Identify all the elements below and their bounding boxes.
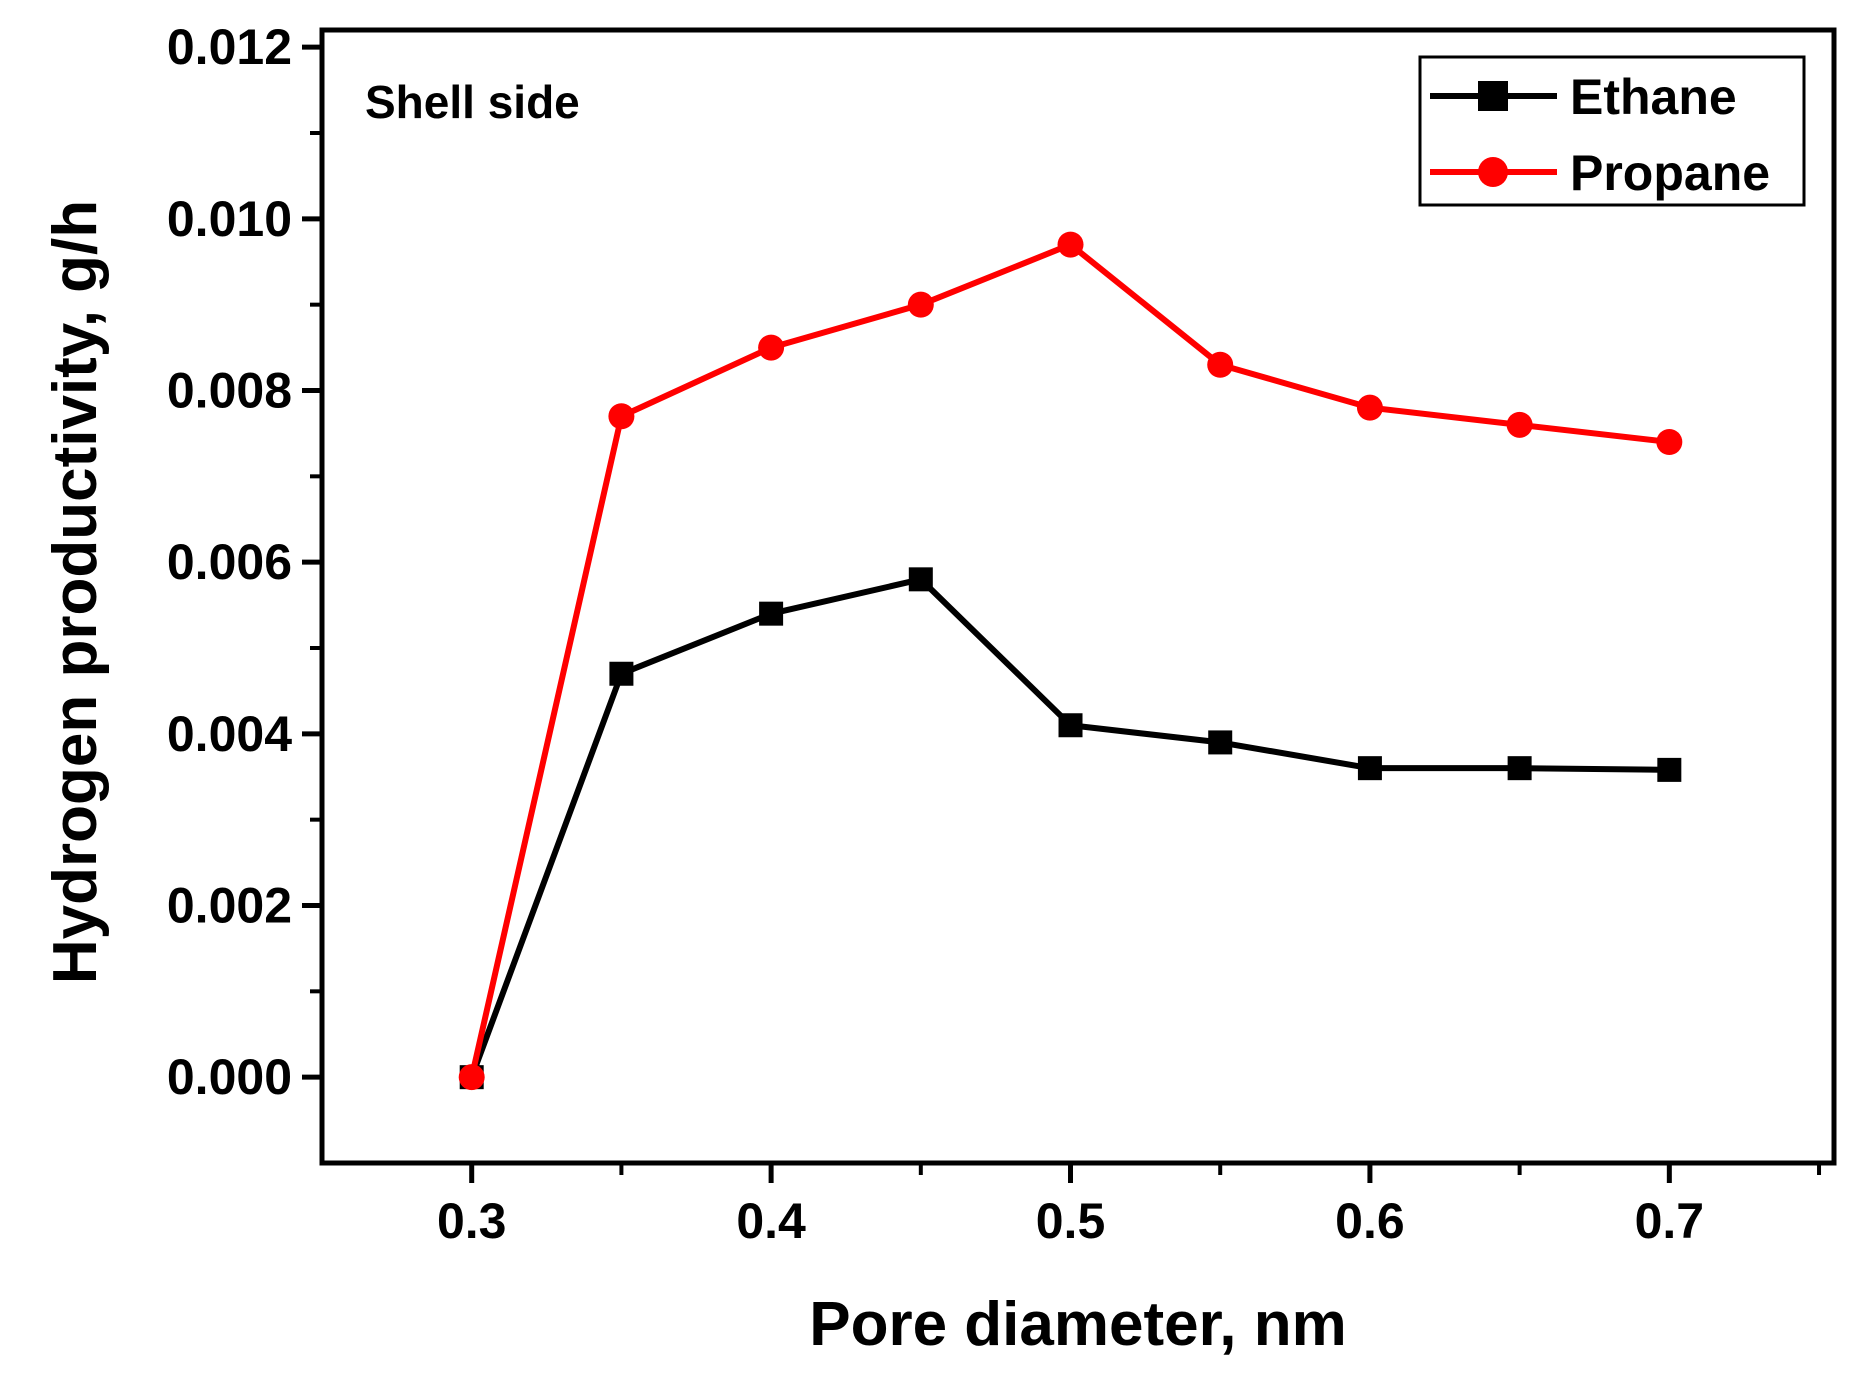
- data-point-propane: [1207, 351, 1234, 378]
- legend-label-ethane: Ethane: [1570, 69, 1737, 125]
- plot-frame: [319, 27, 1837, 1166]
- data-point-propane: [1057, 231, 1084, 258]
- data-point-propane: [1356, 394, 1383, 421]
- data-point-propane: [907, 291, 934, 318]
- x-tick-label: 0.6: [1335, 1193, 1405, 1249]
- x-tick-label: 0.5: [1036, 1193, 1106, 1249]
- legend-label-propane: Propane: [1570, 145, 1770, 201]
- data-point-ethane: [1357, 756, 1382, 781]
- legend-marker-ethane: [1478, 81, 1508, 111]
- legend-marker-propane: [1478, 157, 1508, 187]
- x-axis-title: Pore diameter, nm: [809, 1290, 1347, 1359]
- y-tick-label: 0.004: [167, 706, 292, 762]
- y-tick-label: 0.012: [167, 19, 292, 75]
- y-tick-label: 0.010: [167, 191, 292, 247]
- legend: Ethane Propane: [1418, 55, 1806, 207]
- data-point-ethane: [609, 661, 634, 686]
- data-point-ethane: [1657, 757, 1682, 782]
- data-point-propane: [458, 1064, 485, 1091]
- tick-labels: 0.000 0.002 0.004 0.006 0.008 0.010 0.012 0.3 0.…: [167, 19, 1704, 1249]
- data-point-propane: [758, 334, 785, 361]
- x-tick-label: 0.3: [437, 1193, 507, 1249]
- data-point-ethane: [1208, 730, 1233, 755]
- data-point-ethane: [1507, 756, 1532, 781]
- data-point-propane: [608, 403, 635, 430]
- y-tick-label: 0.000: [167, 1049, 292, 1105]
- series-layer: [458, 231, 1683, 1091]
- y-tick-label: 0.002: [167, 878, 292, 934]
- data-point-ethane: [908, 567, 933, 592]
- data-point-propane: [1506, 411, 1533, 438]
- y-axis-title: Hydrogen productivity, g/h: [41, 200, 110, 984]
- shell-side-annotation: Shell side: [365, 76, 580, 128]
- data-point-propane: [1656, 429, 1683, 455]
- axis-ticks: [302, 44, 1822, 1183]
- y-tick-label: 0.006: [167, 534, 292, 590]
- y-tick-label: 0.008: [167, 363, 292, 419]
- data-point-ethane: [759, 601, 784, 626]
- data-point-ethane: [1058, 713, 1083, 738]
- x-tick-label: 0.7: [1635, 1193, 1705, 1249]
- x-tick-label: 0.4: [736, 1193, 806, 1249]
